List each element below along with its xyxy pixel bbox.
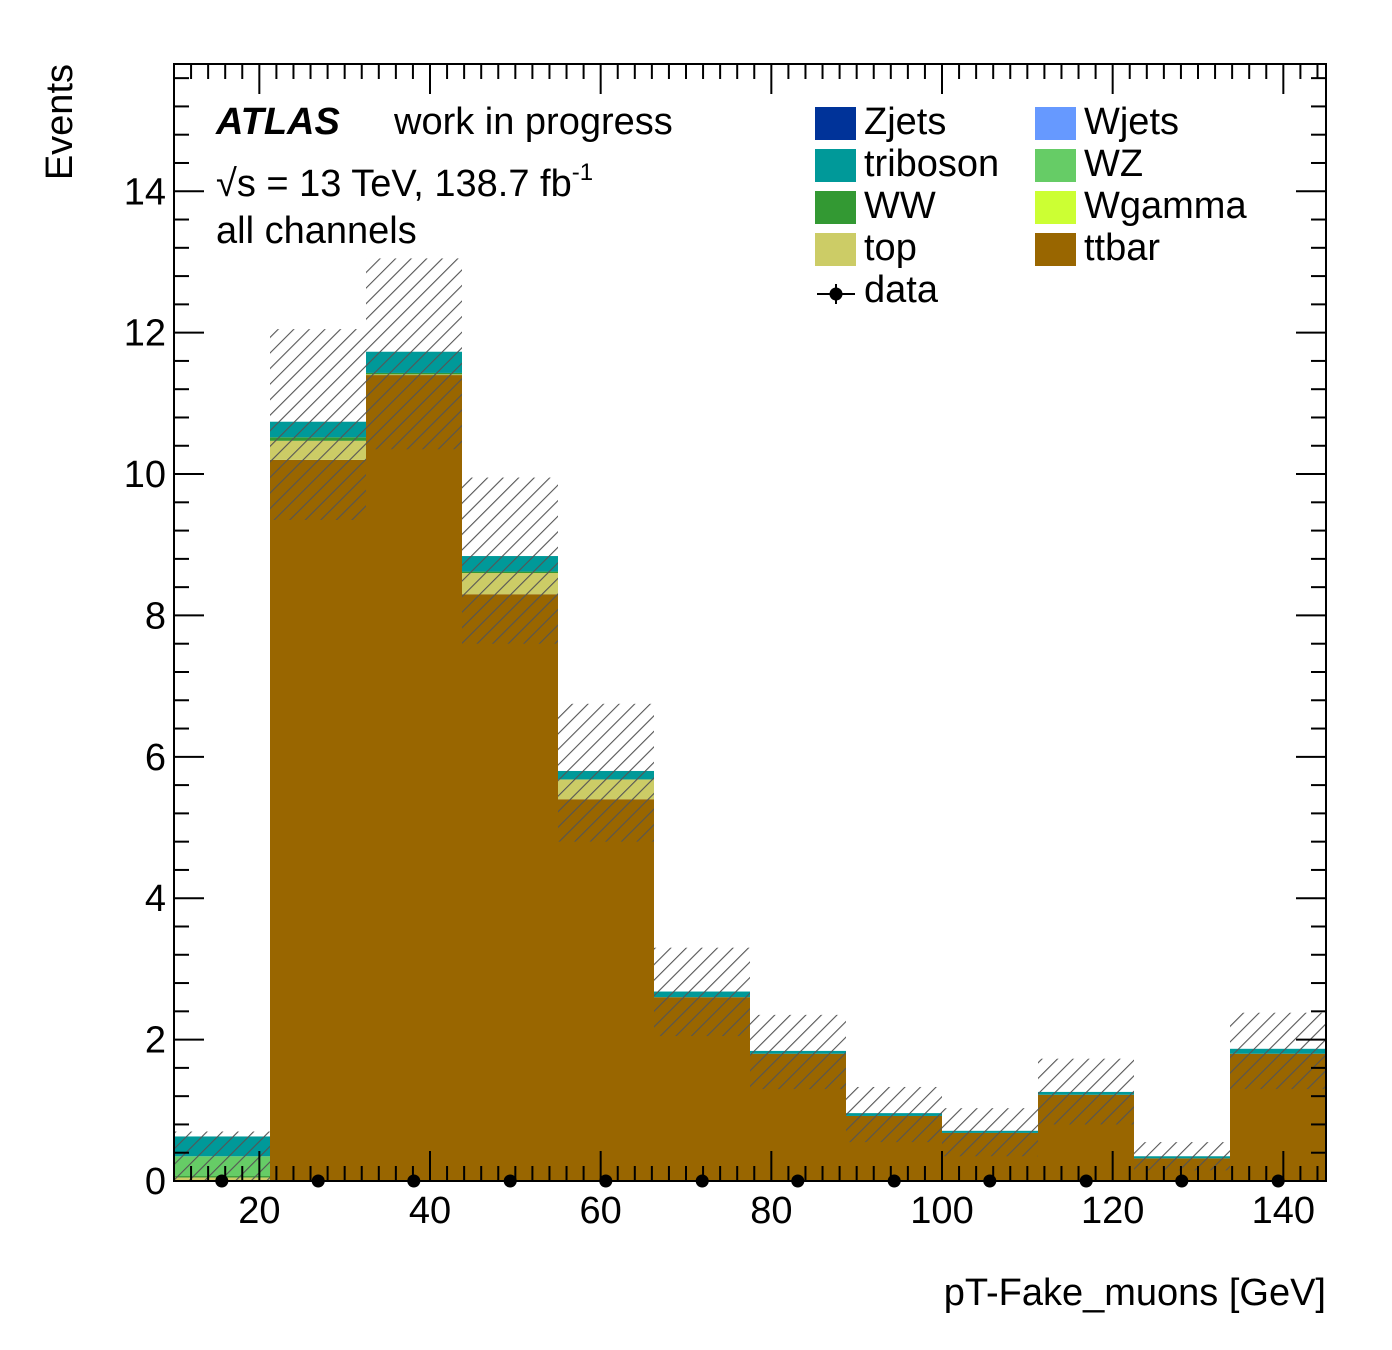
x-tick-label: 140 <box>1252 1190 1315 1232</box>
atlas-label: ATLAS <box>215 101 340 143</box>
legend-swatch-ww <box>815 191 856 224</box>
legend-label-triboson: triboson <box>864 143 999 185</box>
uncertainty-band-bin-5 <box>654 947 750 1037</box>
bar-ttbar-bin-4 <box>558 799 654 1181</box>
uncertainty-band-bin-3 <box>462 477 558 644</box>
legend-label-wz: WZ <box>1084 143 1143 185</box>
status-label: work in progress <box>393 101 673 143</box>
legend-marker-data <box>817 284 855 304</box>
legend: Zjets Wjets triboson WZ WW Wgamma top tt… <box>815 101 1247 311</box>
legend-swatch-zjets <box>815 107 856 140</box>
legend-swatch-ttbar <box>1035 233 1076 266</box>
uncertainty-band-bin-0 <box>174 1131 270 1181</box>
energy-text: √s = 13 TeV, 138.7 fb <box>216 163 572 205</box>
y-tick-label: 0 <box>145 1161 166 1203</box>
x-tick-label: 120 <box>1081 1190 1144 1232</box>
legend-label-top: top <box>864 227 917 269</box>
y-axis-label: Events <box>39 64 81 180</box>
y-tick-label: 2 <box>145 1020 166 1062</box>
y-tick-label: 14 <box>124 171 166 213</box>
uncertainty-band-bin-8 <box>942 1108 1038 1157</box>
plot-frame <box>173 63 1327 1182</box>
x-tick-label: 20 <box>238 1190 280 1232</box>
bar-ttbar-bin-3 <box>462 594 558 1181</box>
y-tick-label: 8 <box>145 595 166 637</box>
energy-superscript: -1 <box>572 159 593 186</box>
y-tick-label: 12 <box>124 313 166 355</box>
uncertainty-band-bin-9 <box>1038 1058 1134 1125</box>
energy-label: √s = 13 TeV, 138.7 fb-1 <box>216 159 593 205</box>
stacked-bars <box>174 351 1326 1181</box>
uncertainty-band-bin-2 <box>366 258 462 450</box>
legend-swatch-wz <box>1035 149 1076 182</box>
legend-label-data: data <box>864 269 939 311</box>
legend-swatch-top <box>815 233 856 266</box>
axes: 20 40 60 80 100 120 140 0 2 4 6 8 10 12 14 <box>124 64 1326 1232</box>
y-tick-label: 10 <box>124 454 166 496</box>
y-tick-label: 4 <box>145 878 166 920</box>
legend-swatch-wgamma <box>1035 191 1076 224</box>
x-tick-label: 60 <box>580 1190 622 1232</box>
legend-swatch-triboson <box>815 149 856 182</box>
bar-ttbar-bin-2 <box>366 375 462 1181</box>
uncertainty-band-bin-4 <box>558 703 654 842</box>
uncertainty-band-bin-11 <box>1230 1012 1326 1090</box>
legend-label-zjets: Zjets <box>864 101 946 143</box>
x-tick-label: 80 <box>750 1190 792 1232</box>
y-tick-label: 6 <box>145 737 166 779</box>
x-axis-label: pT-Fake_muons [GeV] <box>944 1272 1326 1314</box>
uncertainty-band-bin-10 <box>1134 1142 1230 1171</box>
legend-label-ww: WW <box>864 185 936 227</box>
uncertainty-band-bin-6 <box>750 1014 846 1090</box>
legend-label-ttbar: ttbar <box>1084 227 1160 269</box>
uncertainty-band-bin-1 <box>270 329 366 520</box>
channel-label: all channels <box>216 210 417 252</box>
legend-swatch-wjets <box>1035 107 1076 140</box>
uncertainty-band-bin-7 <box>846 1086 942 1143</box>
uncertainty-bands <box>174 258 1326 1181</box>
legend-label-wjets: Wjets <box>1084 101 1179 143</box>
legend-label-wgamma: Wgamma <box>1084 185 1247 227</box>
x-tick-label: 40 <box>409 1190 451 1232</box>
x-tick-label: 100 <box>910 1190 973 1232</box>
bar-ttbar-bin-1 <box>270 459 366 1181</box>
